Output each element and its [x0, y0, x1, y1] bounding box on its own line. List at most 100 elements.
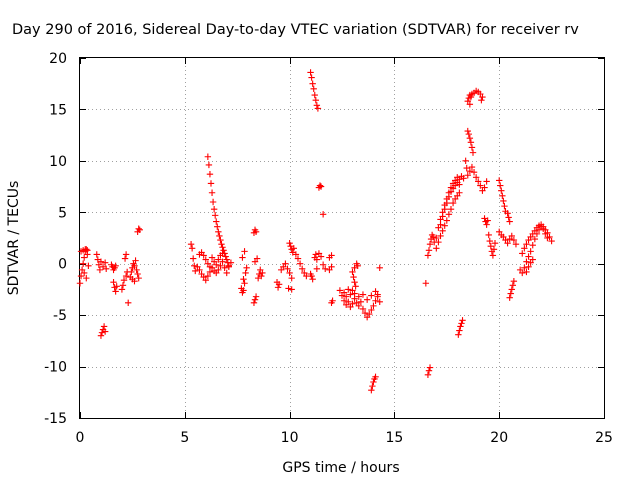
data-point — [133, 266, 140, 274]
data-point — [483, 221, 490, 228]
data-point — [479, 93, 486, 101]
data-point — [240, 275, 247, 283]
data-point — [370, 378, 377, 386]
data-point — [206, 171, 214, 178]
data-point — [376, 264, 383, 272]
data-point — [308, 272, 315, 280]
data-point — [460, 175, 467, 182]
data-point — [512, 240, 520, 248]
data-point — [292, 251, 300, 258]
data-point — [221, 264, 228, 272]
data-point — [523, 268, 530, 276]
data-point — [477, 182, 484, 189]
data-point — [490, 246, 498, 253]
data-point — [101, 259, 109, 266]
data-point — [204, 153, 212, 160]
data-point — [309, 80, 316, 87]
data-point — [121, 255, 129, 262]
data-point — [510, 278, 518, 285]
data-point — [217, 262, 224, 269]
data-point — [319, 211, 327, 218]
data-point — [345, 298, 352, 305]
data-point — [340, 289, 348, 296]
x-tick-label: 10 — [281, 430, 299, 446]
data-point — [210, 206, 218, 213]
data-point — [498, 187, 505, 194]
data-point — [317, 253, 325, 260]
data-point — [467, 93, 475, 101]
data-point — [259, 269, 266, 277]
data-point — [368, 292, 375, 299]
data-point — [369, 382, 376, 390]
data-point — [357, 298, 365, 305]
data-point — [501, 202, 508, 210]
data-point — [349, 268, 356, 276]
data-point — [189, 255, 197, 262]
data-point — [355, 293, 362, 300]
data-point — [351, 279, 358, 286]
data-point — [286, 269, 293, 277]
data-point — [523, 258, 530, 265]
data-point — [209, 198, 217, 206]
x-tick-label: 5 — [180, 430, 189, 446]
data-point — [352, 283, 359, 290]
data-point — [312, 251, 319, 258]
data-point — [435, 238, 442, 246]
data-point — [214, 223, 221, 230]
data-point — [529, 242, 536, 249]
data-point — [439, 213, 446, 220]
data-point — [319, 261, 327, 268]
data-point — [505, 214, 512, 221]
data-point — [445, 193, 453, 201]
data-point — [487, 243, 495, 250]
data-point — [288, 274, 295, 282]
data-point — [351, 290, 358, 297]
data-point — [242, 269, 249, 277]
data-point — [359, 291, 367, 298]
data-point — [216, 232, 223, 240]
data-point — [219, 244, 226, 251]
data-point — [486, 237, 493, 245]
plot-frame — [79, 57, 605, 419]
data-point — [437, 232, 444, 240]
data-point — [465, 130, 473, 138]
data-point — [122, 251, 130, 258]
data-point — [103, 265, 110, 273]
data-point — [361, 309, 369, 317]
data-point — [458, 320, 465, 327]
data-point — [223, 256, 230, 263]
data-point — [525, 253, 532, 260]
data-point — [466, 101, 474, 108]
data-point — [366, 310, 373, 318]
data-point — [469, 149, 477, 156]
data-point — [509, 282, 517, 289]
data-point — [213, 218, 220, 225]
y-tick-label: 10 — [49, 154, 67, 170]
data-point — [484, 217, 491, 224]
axis-ticks — [80, 58, 605, 419]
data-point — [504, 239, 511, 247]
data-point — [135, 225, 142, 232]
data-point — [510, 236, 518, 244]
data-point — [310, 85, 317, 93]
data-point — [192, 267, 199, 275]
data-point — [441, 206, 448, 213]
y-tick-label: -15 — [44, 411, 67, 427]
data-point — [218, 240, 225, 248]
data-point — [464, 127, 471, 135]
data-point — [290, 245, 297, 252]
data-point — [120, 276, 128, 284]
data-point — [308, 74, 315, 81]
data-point — [475, 178, 482, 185]
data-point — [217, 236, 224, 244]
data-point — [284, 265, 291, 273]
data-point — [187, 240, 195, 248]
data-point — [241, 248, 248, 255]
chart-title: Day 290 of 2016, Sidereal Day-to-day VTE… — [12, 22, 579, 38]
data-point — [531, 235, 539, 243]
data-point — [445, 211, 453, 218]
data-point — [499, 192, 506, 200]
data-point — [285, 285, 292, 292]
y-tick-label: 15 — [49, 102, 67, 118]
data-point — [464, 172, 471, 179]
